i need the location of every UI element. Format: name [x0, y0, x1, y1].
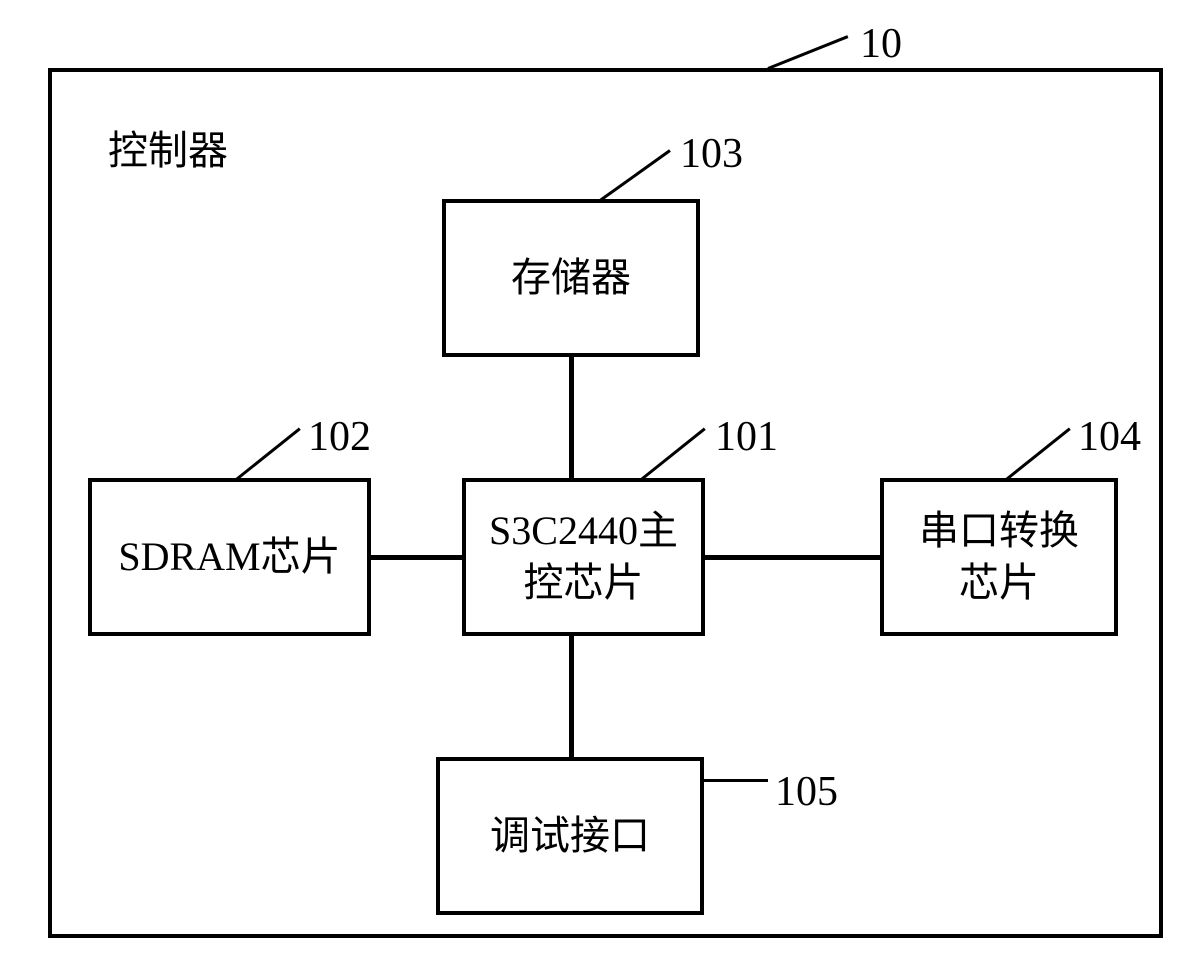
connector-line — [371, 555, 462, 560]
block-sdram-text: SDRAM芯片 — [118, 531, 340, 583]
controller-ref-label: 10 — [860, 20, 902, 68]
controller-title: 控制器 — [108, 118, 228, 176]
block-debug: 调试接口 — [436, 757, 704, 915]
leader-line — [767, 35, 848, 70]
block-sdram: SDRAM芯片 — [88, 478, 371, 636]
block-serial-text: 串口转换芯片 — [919, 505, 1079, 609]
block-serial-ref-label: 104 — [1078, 413, 1141, 461]
block-debug-ref-label: 105 — [775, 768, 838, 816]
block-storage: 存储器 — [442, 199, 700, 357]
leader-line — [704, 779, 768, 782]
block-storage-text: 存储器 — [511, 252, 631, 304]
block-mcu-ref-label: 101 — [715, 413, 778, 461]
block-serial: 串口转换芯片 — [880, 478, 1118, 636]
block-sdram-ref-label: 102 — [308, 413, 371, 461]
connector-line — [569, 636, 574, 757]
connector-line — [705, 555, 880, 560]
block-mcu-text: S3C2440主控芯片 — [489, 505, 678, 609]
block-storage-ref-label: 103 — [680, 130, 743, 178]
block-mcu: S3C2440主控芯片 — [462, 478, 705, 636]
block-debug-text: 调试接口 — [490, 810, 650, 862]
connector-line — [569, 357, 574, 478]
